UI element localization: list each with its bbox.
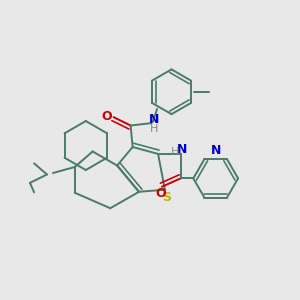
Text: S: S [162,191,171,204]
Text: N: N [149,113,159,126]
Text: O: O [102,110,112,123]
Text: H: H [171,147,180,158]
Text: N: N [211,144,221,157]
Text: O: O [155,187,166,200]
Text: H: H [150,124,158,134]
Text: N: N [177,143,188,156]
